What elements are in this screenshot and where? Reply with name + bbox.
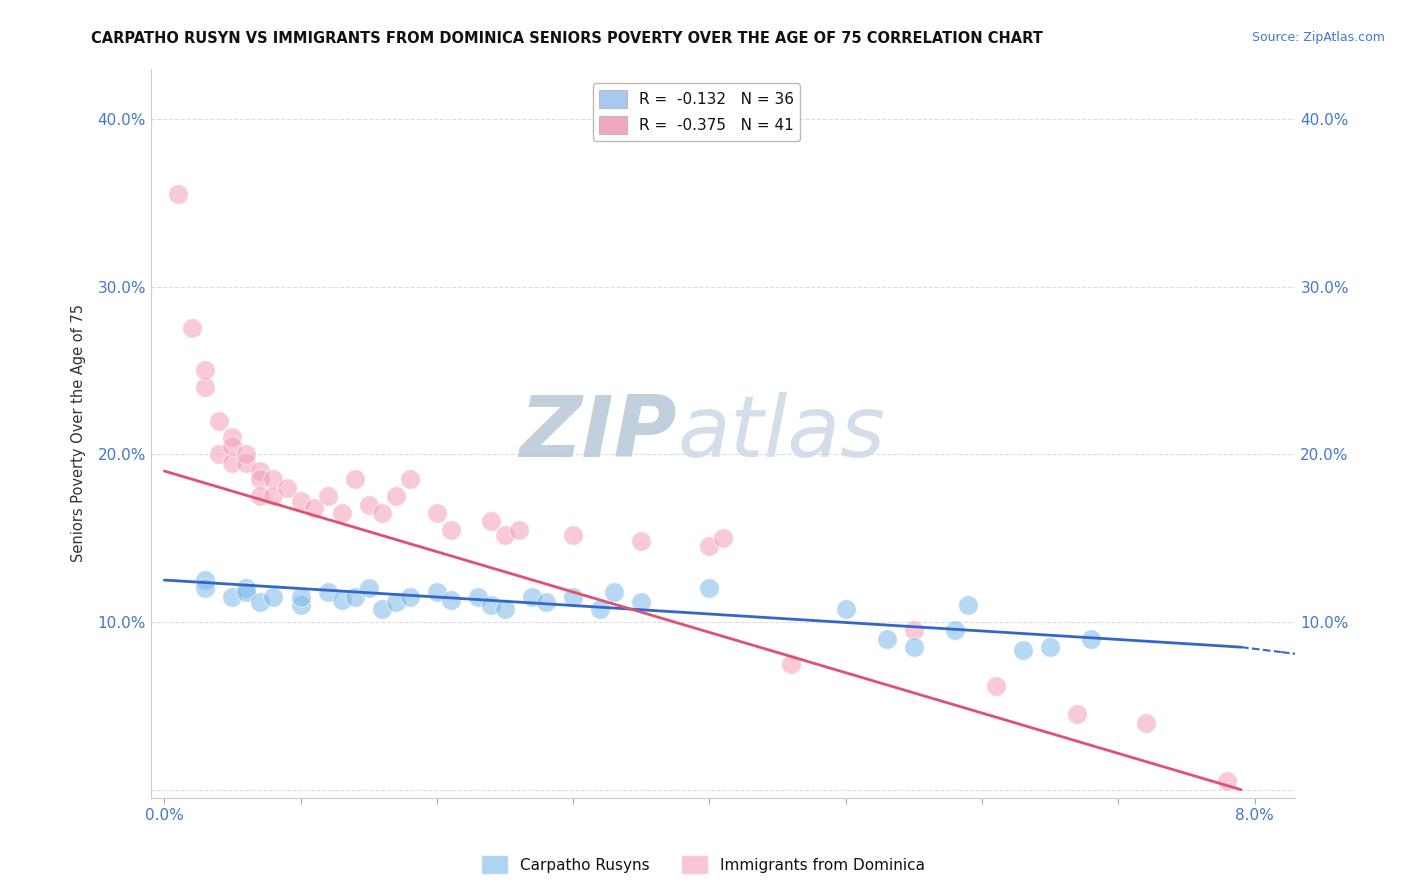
Legend: Carpatho Rusyns, Immigrants from Dominica: Carpatho Rusyns, Immigrants from Dominic… [475,849,931,880]
Point [330,506,353,520]
Point [249,464,271,478]
Point [344,472,367,486]
Point [439,593,461,607]
Point [208,447,231,461]
Point [304,500,326,515]
Point [780,657,803,671]
Point [316,489,339,503]
Point [984,679,1007,693]
Point [262,489,284,503]
Point [221,456,243,470]
Point [903,624,925,638]
Text: CARPATHO RUSYN VS IMMIGRANTS FROM DOMINICA SENIORS POVERTY OVER THE AGE OF 75 CO: CARPATHO RUSYN VS IMMIGRANTS FROM DOMINI… [91,31,1043,46]
Point [371,601,394,615]
Point [481,598,503,612]
Point [630,534,652,549]
Point [290,494,312,508]
Point [522,590,544,604]
Point [194,363,217,377]
Text: Source: ZipAtlas.com: Source: ZipAtlas.com [1251,31,1385,45]
Point [534,595,557,609]
Point [494,601,516,615]
Point [603,584,626,599]
Point [371,506,394,520]
Point [439,523,461,537]
Point [167,187,190,202]
Point [1135,715,1157,730]
Point [235,584,257,599]
Point [235,582,257,596]
Point [876,632,898,646]
Point [467,590,489,604]
Point [194,582,217,596]
Text: ZIP: ZIP [520,392,678,475]
Text: atlas: atlas [678,392,886,475]
Point [330,593,353,607]
Point [194,573,217,587]
Point [1039,640,1062,654]
Point [494,528,516,542]
Point [426,584,449,599]
Point [1066,707,1088,722]
Point [481,514,503,528]
Point [943,624,966,638]
Point [221,430,243,444]
Point [316,584,339,599]
Point [903,640,925,654]
Point [398,590,420,604]
Point [835,601,858,615]
Point [262,472,284,486]
Point [589,601,612,615]
Legend: R =  -0.132   N = 36, R =  -0.375   N = 41: R = -0.132 N = 36, R = -0.375 N = 41 [593,84,800,141]
Point [699,582,721,596]
Point [180,321,202,335]
Point [235,456,257,470]
Point [221,439,243,453]
Point [426,506,449,520]
Point [249,489,271,503]
Point [357,498,380,512]
Point [1012,643,1035,657]
Point [562,590,585,604]
Point [385,489,408,503]
Point [699,540,721,554]
Point [508,523,530,537]
Point [344,590,367,604]
Point [957,598,980,612]
Point [194,380,217,394]
Point [221,590,243,604]
Point [290,590,312,604]
Point [562,528,585,542]
Y-axis label: Seniors Poverty Over the Age of 75: Seniors Poverty Over the Age of 75 [72,304,86,562]
Point [1080,632,1102,646]
Point [235,447,257,461]
Point [630,595,652,609]
Point [262,590,284,604]
Point [1216,774,1239,789]
Point [357,582,380,596]
Point [249,595,271,609]
Point [276,481,298,495]
Point [208,414,231,428]
Point [711,531,734,545]
Point [290,598,312,612]
Point [398,472,420,486]
Point [385,595,408,609]
Point [249,472,271,486]
